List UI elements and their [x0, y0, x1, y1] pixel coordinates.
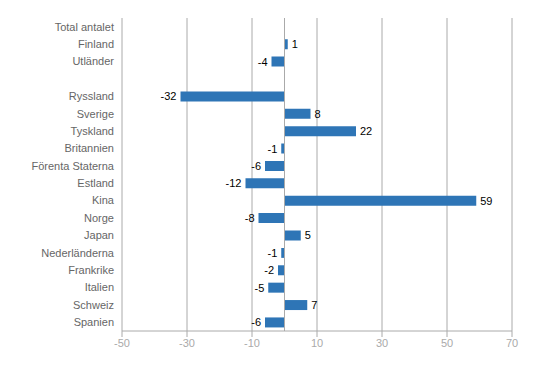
svg-text:Total antalet: Total antalet: [55, 21, 114, 33]
svg-text:-5: -5: [254, 282, 264, 294]
svg-text:1: 1: [292, 38, 298, 50]
svg-text:-4: -4: [258, 56, 268, 68]
svg-text:5: 5: [305, 229, 311, 241]
svg-text:70: 70: [506, 337, 518, 349]
svg-text:30: 30: [376, 337, 388, 349]
svg-text:59: 59: [480, 195, 492, 207]
svg-text:-30: -30: [179, 337, 195, 349]
svg-text:Ryssland: Ryssland: [69, 90, 114, 102]
svg-text:Kina: Kina: [92, 194, 115, 206]
svg-text:Utländer: Utländer: [72, 55, 114, 67]
svg-text:Japan: Japan: [84, 229, 114, 241]
svg-text:Italien: Italien: [85, 281, 114, 293]
svg-text:22: 22: [360, 125, 372, 137]
svg-text:Nederländerna: Nederländerna: [41, 247, 115, 259]
svg-text:-12: -12: [226, 177, 242, 189]
svg-text:-50: -50: [114, 337, 130, 349]
svg-text:Spanien: Spanien: [74, 316, 114, 328]
svg-text:-2: -2: [264, 264, 274, 276]
svg-text:-6: -6: [251, 316, 261, 328]
svg-text:10: 10: [311, 337, 323, 349]
svg-text:-32: -32: [161, 90, 177, 102]
svg-text:-8: -8: [245, 212, 255, 224]
svg-text:Estland: Estland: [77, 177, 114, 189]
svg-text:-10: -10: [244, 337, 260, 349]
svg-text:7: 7: [311, 299, 317, 311]
svg-text:-1: -1: [267, 247, 277, 259]
svg-text:Britannien: Britannien: [64, 142, 114, 154]
svg-text:-1: -1: [267, 143, 277, 155]
svg-text:Frankrike: Frankrike: [68, 264, 114, 276]
svg-text:8: 8: [315, 108, 321, 120]
svg-text:Sverige: Sverige: [77, 108, 114, 120]
svg-text:Norge: Norge: [84, 212, 114, 224]
svg-text:Schweiz: Schweiz: [73, 299, 114, 311]
svg-text:Finland: Finland: [78, 38, 114, 50]
svg-text:-6: -6: [251, 160, 261, 172]
svg-text:Förenta Staterna: Förenta Staterna: [31, 160, 114, 172]
svg-text:Tyskland: Tyskland: [71, 125, 114, 137]
svg-text:50: 50: [441, 337, 453, 349]
